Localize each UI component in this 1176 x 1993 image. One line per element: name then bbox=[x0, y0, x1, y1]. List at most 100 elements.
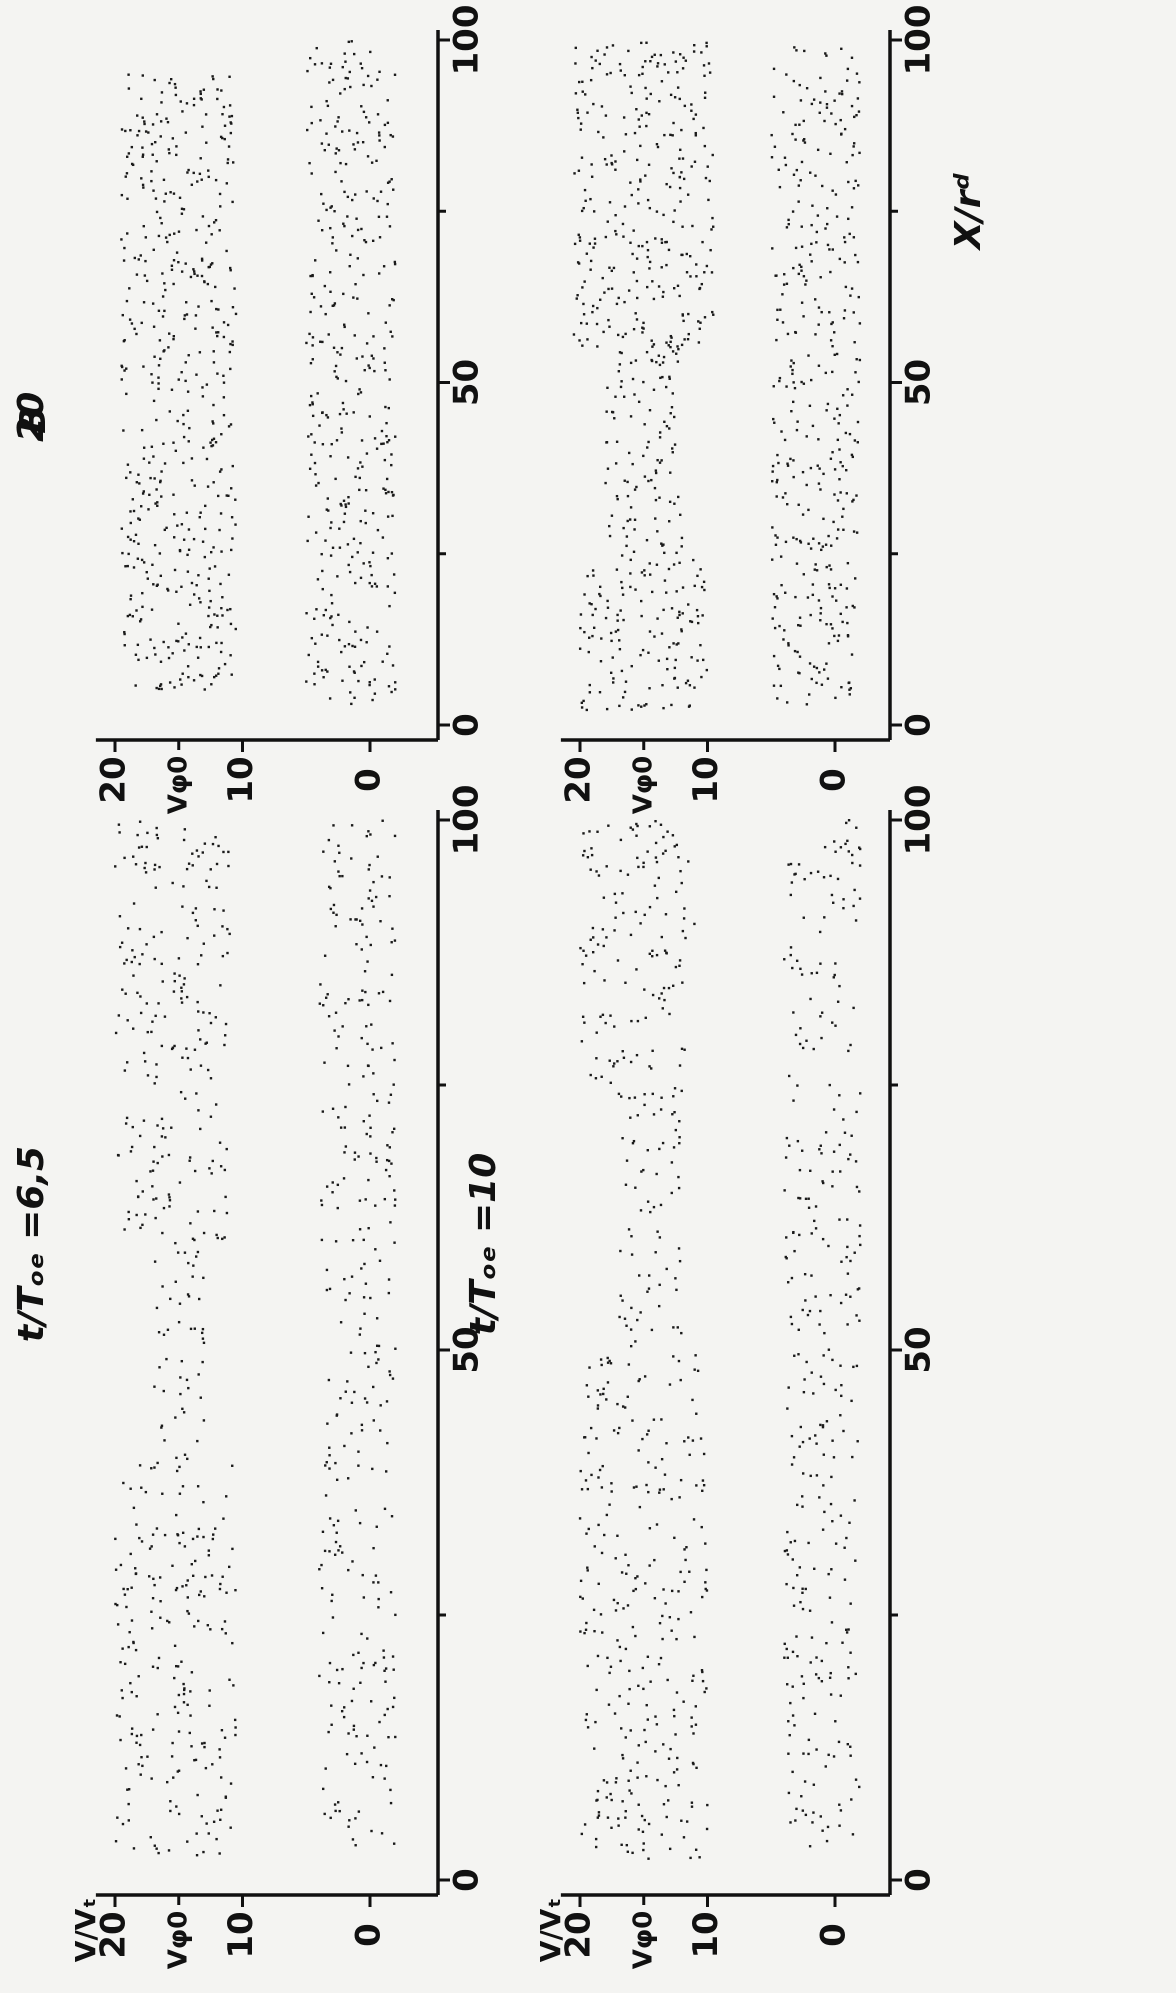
scatter-point bbox=[156, 1124, 159, 1127]
x-tick-label: 100 bbox=[899, 5, 939, 76]
scatter-point bbox=[618, 639, 621, 642]
scatter-point bbox=[196, 1000, 199, 1004]
scatter-point bbox=[708, 179, 711, 183]
scatter-point bbox=[310, 453, 313, 456]
scatter-point bbox=[122, 1587, 125, 1591]
scatter-point bbox=[580, 1040, 584, 1043]
scatter-point bbox=[666, 830, 669, 833]
scatter-point bbox=[141, 153, 145, 156]
scatter-point bbox=[614, 168, 617, 171]
scatter-point bbox=[167, 646, 170, 649]
scatter-point bbox=[372, 1093, 375, 1096]
scatter-point bbox=[790, 359, 793, 362]
scatter-point bbox=[822, 1181, 825, 1185]
scatter-point bbox=[646, 850, 649, 853]
scatter-point bbox=[670, 1191, 673, 1195]
scatter-point bbox=[135, 1741, 138, 1744]
scatter-point bbox=[614, 1609, 618, 1612]
scatter-point bbox=[155, 584, 159, 588]
scatter-point bbox=[151, 1596, 155, 1600]
scatter-point bbox=[370, 573, 373, 577]
scatter-point bbox=[185, 1584, 188, 1587]
scatter-point bbox=[388, 894, 391, 898]
scatter-point bbox=[651, 345, 654, 348]
scatter-point bbox=[798, 539, 802, 543]
scatter-point bbox=[324, 996, 328, 999]
scatter-point bbox=[853, 439, 857, 442]
scatter-point bbox=[676, 360, 680, 363]
scatter-point bbox=[357, 392, 360, 396]
scatter-point bbox=[348, 264, 351, 268]
scatter-point bbox=[390, 973, 394, 977]
scatter-point bbox=[775, 338, 778, 342]
scatter-point bbox=[832, 976, 835, 979]
scatter-point bbox=[686, 193, 690, 196]
scatter-point bbox=[116, 1623, 120, 1626]
scatter-point bbox=[166, 240, 169, 244]
scatter-point bbox=[320, 1203, 324, 1207]
scatter-point bbox=[192, 171, 195, 175]
scatter-point bbox=[209, 868, 212, 871]
scatter-point bbox=[369, 833, 372, 836]
scatter-point bbox=[645, 350, 649, 354]
scatter-point bbox=[842, 1118, 845, 1121]
scatter-point bbox=[159, 357, 162, 360]
scatter-point bbox=[180, 1359, 184, 1363]
scatter-point bbox=[157, 1656, 161, 1660]
scatter-point bbox=[826, 207, 829, 210]
scatter-point bbox=[614, 630, 618, 633]
scatter-point bbox=[596, 1816, 600, 1819]
scatter-point bbox=[201, 215, 205, 218]
scatter-point bbox=[583, 1021, 586, 1024]
scatter-point bbox=[194, 907, 198, 910]
scatter-point bbox=[331, 546, 335, 549]
scatter-point bbox=[620, 351, 623, 355]
scatter-point bbox=[846, 839, 849, 843]
scatter-point bbox=[597, 1476, 600, 1479]
scatter-point bbox=[365, 1760, 369, 1764]
scatter-point bbox=[137, 258, 140, 261]
scatter-point bbox=[604, 235, 608, 239]
scatter-point bbox=[824, 1765, 827, 1768]
scatter-point bbox=[174, 93, 178, 97]
scatter-point bbox=[383, 1777, 386, 1780]
scatter-point bbox=[174, 449, 178, 453]
scatter-point bbox=[216, 494, 220, 498]
scatter-point bbox=[595, 1031, 598, 1034]
scatter-point bbox=[849, 1043, 852, 1047]
x-tick-label: 50 bbox=[447, 1326, 487, 1373]
scatter-point bbox=[343, 1706, 346, 1709]
scatter-point bbox=[369, 1700, 373, 1703]
scatter-point bbox=[152, 189, 155, 192]
scatter-point bbox=[640, 571, 644, 574]
scatter-point bbox=[203, 555, 207, 559]
scatter-point bbox=[372, 335, 375, 338]
scatter-point bbox=[358, 999, 361, 1002]
scatter-point bbox=[660, 266, 663, 269]
scatter-point bbox=[168, 1196, 171, 1199]
scatter-point bbox=[148, 461, 151, 464]
scatter-point bbox=[306, 539, 309, 543]
scatter-point bbox=[799, 967, 802, 971]
scatter-point bbox=[311, 403, 314, 406]
scatter-point bbox=[839, 1694, 842, 1697]
scatter-point bbox=[850, 1134, 853, 1137]
scatter-point bbox=[852, 904, 855, 908]
scatter-point bbox=[617, 1092, 621, 1096]
scatter-point bbox=[202, 1011, 205, 1014]
scatter-point bbox=[800, 269, 803, 272]
scatter-point bbox=[649, 60, 652, 63]
scatter-point bbox=[133, 327, 136, 331]
scatter-point bbox=[797, 623, 800, 627]
scatter-point bbox=[375, 1361, 378, 1365]
scatter-point bbox=[388, 645, 391, 648]
scatter-point bbox=[154, 140, 157, 144]
scatter-point bbox=[130, 1727, 134, 1730]
scatter-point bbox=[127, 552, 130, 556]
scatter-point bbox=[631, 1142, 635, 1145]
scatter-point bbox=[180, 683, 183, 686]
scatter-point bbox=[796, 1139, 800, 1143]
scatter-point bbox=[305, 680, 308, 683]
scatter-point bbox=[676, 284, 680, 287]
scatter-point bbox=[327, 1730, 330, 1734]
